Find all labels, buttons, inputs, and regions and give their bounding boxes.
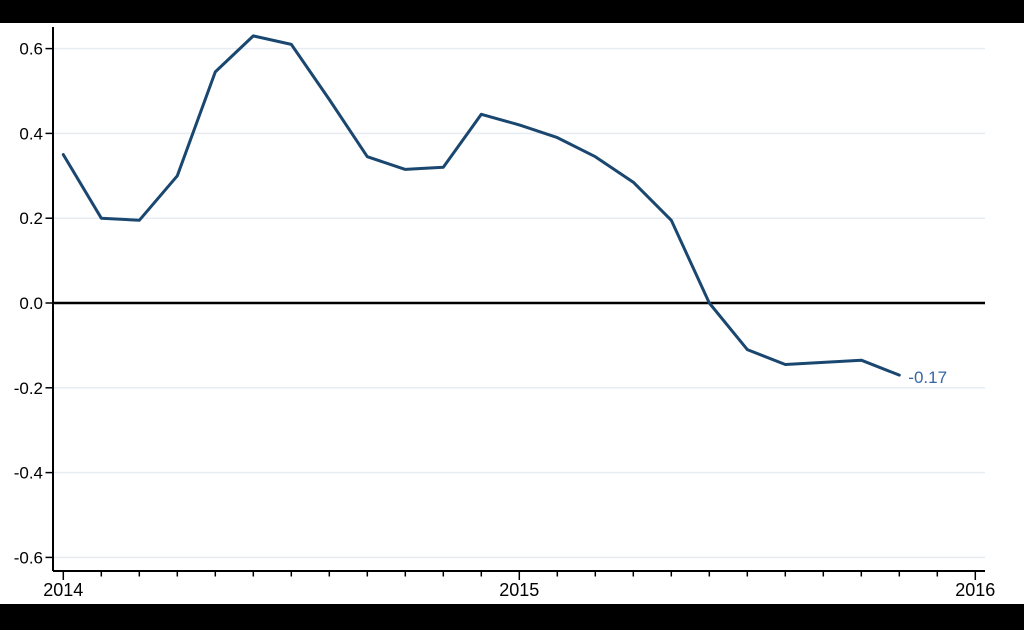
- y-axis-tick-label: -0.6: [14, 548, 43, 567]
- y-axis-tick-label: 0.6: [19, 40, 43, 59]
- x-axis-tick-label: 2015: [499, 580, 539, 600]
- y-axis-tick-label: -0.4: [14, 464, 43, 483]
- y-axis-tick-label: 0.4: [19, 124, 43, 143]
- x-axis-tick-label: 2016: [955, 580, 995, 600]
- series-end-value-label: -0.17: [908, 368, 947, 387]
- letterbox-top-bar: [0, 0, 1024, 23]
- y-axis-tick-label: -0.2: [14, 379, 43, 398]
- y-axis-tick-label: 0.0: [19, 294, 43, 313]
- y-axis-tick-label: 0.2: [19, 209, 43, 228]
- data-series-line: [61, 34, 901, 377]
- letterbox-bottom-bar: [0, 604, 1024, 630]
- x-axis-tick-label: 2014: [43, 580, 83, 600]
